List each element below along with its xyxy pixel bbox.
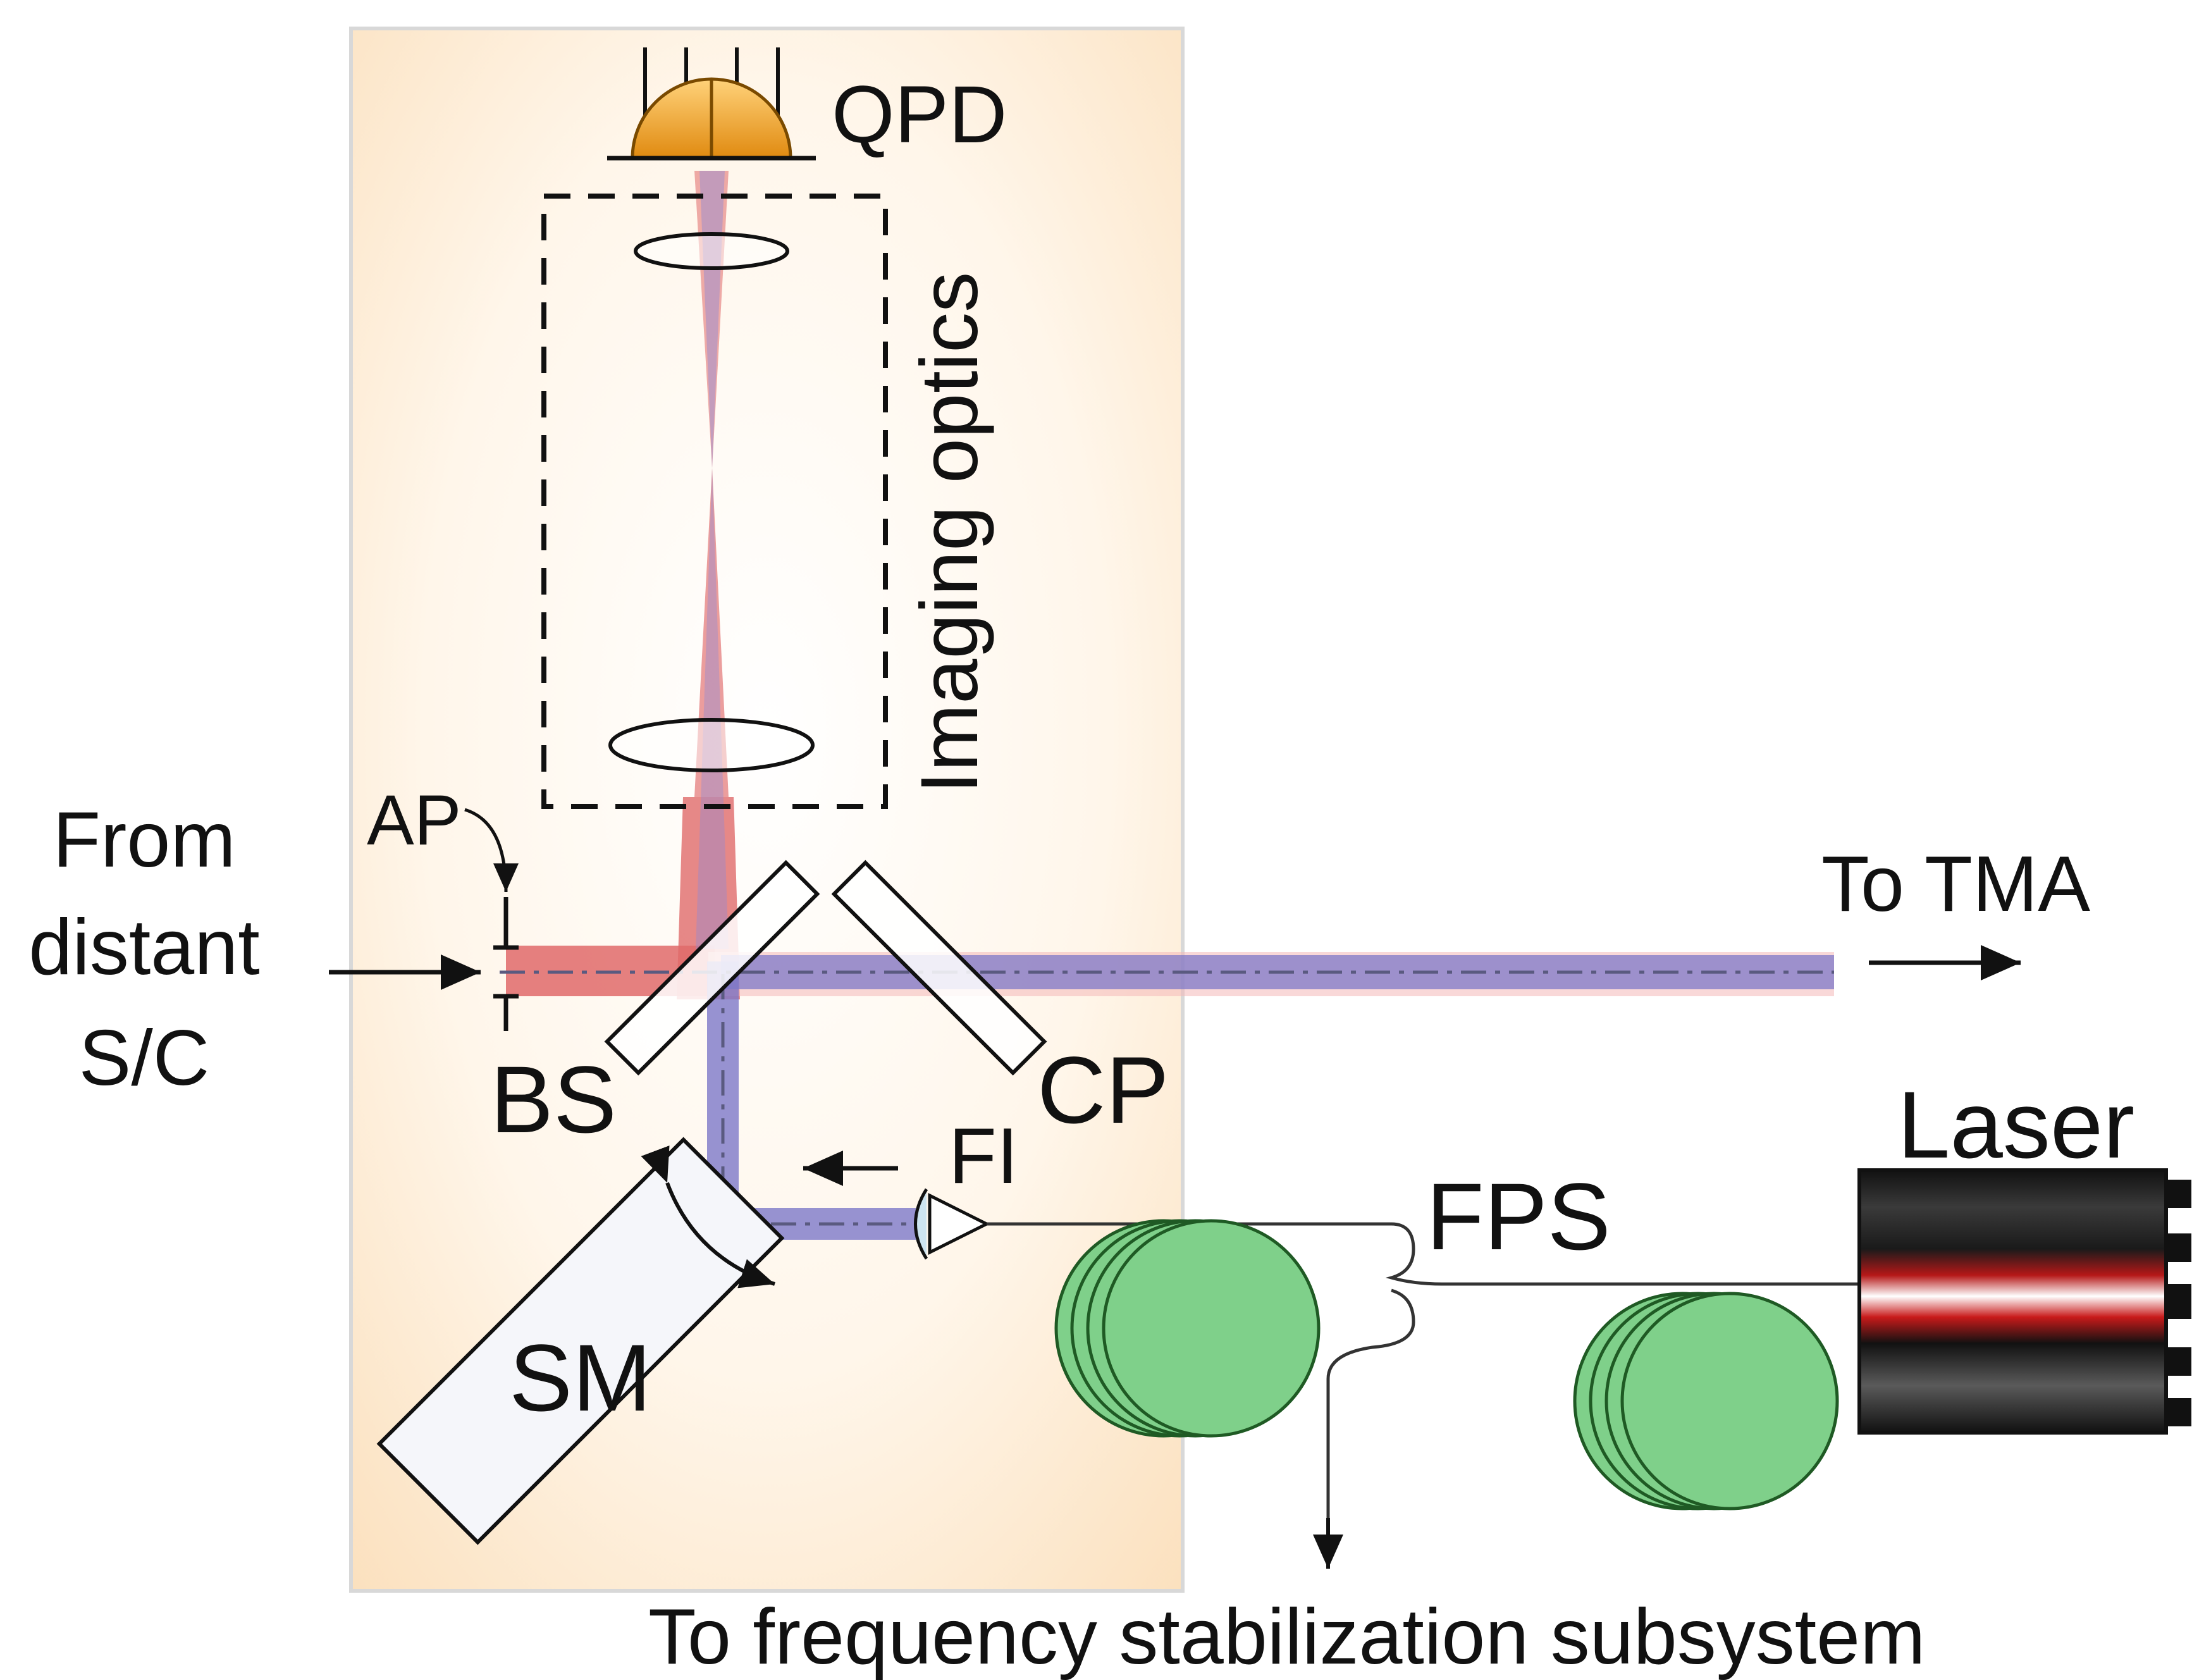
label-from-line1: From: [52, 796, 235, 884]
label-laser: Laser: [1897, 1072, 2134, 1178]
sm-rotation-arrow: [641, 1146, 775, 1288]
aperture: [493, 897, 519, 1031]
fiber-coil-right: [1573, 1292, 1839, 1510]
lens-lower: [608, 718, 815, 772]
label-to-frequency-stabilization: To frequency stabilization subsystem: [648, 1593, 1925, 1680]
optical-bench: [349, 27, 1185, 1593]
lens-upper: [634, 232, 789, 270]
label-bs: BS: [490, 1046, 617, 1152]
optical-fiber: [987, 1222, 1859, 1543]
fiber-injector: [914, 1188, 990, 1260]
beam-splitter: [604, 860, 820, 1076]
label-from-line2: distant: [28, 904, 259, 991]
qpd-detector: [607, 47, 816, 161]
label-sm: SM: [509, 1325, 651, 1431]
label-qpd: QPD: [832, 70, 1007, 160]
imaging-optics-box: [541, 194, 888, 809]
label-to-tma: To TMA: [1821, 841, 2090, 928]
label-fps: FPS: [1426, 1163, 1611, 1269]
fiber-coil-left: [1054, 1219, 1321, 1438]
label-ap: AP: [367, 781, 461, 860]
label-from-line3: S/C: [79, 1015, 210, 1102]
local-beam: [696, 171, 1834, 1240]
compensation-plate: [831, 860, 1047, 1076]
label-cp: CP: [1037, 1037, 1169, 1143]
label-fi: FI: [949, 1113, 1018, 1200]
ap-pointer-arrow: [464, 808, 519, 892]
laser-source: [1857, 1168, 2191, 1435]
label-imaging-optics: Imaging optics: [904, 272, 995, 794]
